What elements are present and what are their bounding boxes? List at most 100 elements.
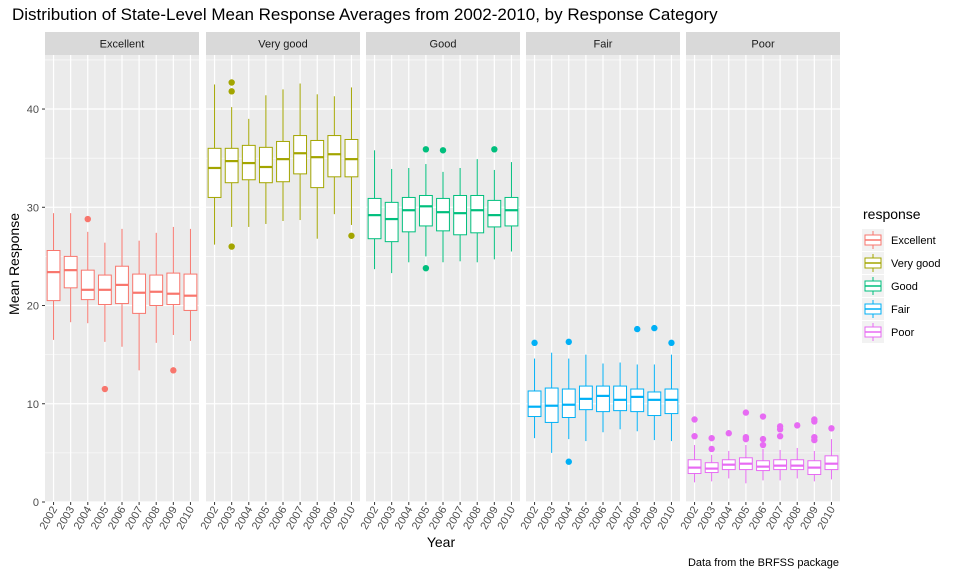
outlier-point [439, 147, 447, 154]
box-2006 [436, 147, 450, 263]
box-2004 [721, 430, 736, 479]
legend-key-excellent: Excellent [862, 229, 936, 251]
outlier-point [811, 418, 818, 425]
legend-key-fair: Fair [862, 298, 910, 320]
box-body [487, 199, 502, 228]
legend-keys: Excellent Very good Good Fair Poor [862, 229, 941, 343]
outlier-point [170, 367, 177, 374]
outlier-point [759, 413, 767, 420]
box-2002 [367, 150, 382, 270]
box-2010 [504, 162, 519, 252]
box-2007 [613, 362, 628, 430]
y-tick-label: 10 [27, 399, 39, 411]
legend-key-poor: Poor [862, 321, 915, 343]
box-2003 [704, 434, 719, 482]
outlier-point [348, 232, 355, 239]
box-body [418, 194, 433, 227]
box-2003 [384, 168, 399, 274]
box-body [613, 385, 628, 412]
outlier-point [691, 416, 698, 423]
box-body [470, 194, 485, 234]
legend: response Excellent Very good Good Fair Poor [862, 206, 941, 343]
caption: Data from the BRFSS package [688, 557, 839, 569]
box-2008 [149, 232, 164, 343]
box-2008 [470, 159, 485, 263]
box-2006 [276, 89, 290, 222]
box-body [207, 147, 222, 198]
legend-key-good: Good [862, 275, 918, 297]
box-2004 [561, 338, 576, 465]
box-2006 [115, 228, 129, 347]
box-body [504, 196, 519, 227]
outlier-point [742, 409, 750, 416]
facet-panels: Excellent2002200320042005200620072008200… [38, 32, 840, 532]
box-body [453, 194, 468, 236]
box-body [367, 197, 382, 240]
outlier-point [742, 435, 750, 443]
outlier-point [565, 458, 572, 465]
panel-excellent: Excellent2002200320042005200620072008200… [38, 32, 199, 532]
legend-label: Excellent [891, 235, 936, 247]
facet-strip-label: Good [430, 39, 457, 51]
outlier-point [725, 430, 732, 437]
facet-strip [686, 32, 840, 55]
outlier-point [491, 146, 498, 153]
box-2009 [487, 146, 502, 260]
outlier-point [691, 432, 698, 440]
facet-strip [526, 32, 680, 55]
box-2005 [578, 354, 593, 442]
panel-very-good: Very good2002200320042005200620072008200… [199, 32, 360, 532]
outlier-point [708, 445, 715, 453]
box-body [46, 250, 61, 302]
box-body [401, 196, 416, 233]
box-body [224, 147, 239, 184]
box-2005 [258, 95, 273, 224]
box-body [436, 197, 450, 232]
box-2004 [241, 118, 256, 227]
outlier-point [668, 339, 675, 347]
box-body [149, 274, 164, 307]
outlier-point [101, 385, 109, 393]
outlier-point [708, 434, 715, 442]
box-2006 [596, 363, 610, 433]
box-body [183, 273, 198, 311]
box-2007 [453, 167, 468, 262]
outlier-point [759, 441, 767, 449]
outlier-point [776, 432, 784, 440]
outlier-point [531, 339, 538, 347]
box-2010 [664, 339, 679, 442]
y-axis: 0 10 20 30 40 [27, 104, 45, 509]
facet-strip [206, 32, 360, 55]
facet-strip-label: Poor [751, 39, 775, 51]
box-body [664, 388, 679, 415]
x-tick-label: 2010 [174, 505, 197, 532]
outlier-point [759, 435, 767, 443]
outlier-point [776, 426, 784, 433]
box-2003 [544, 352, 559, 453]
outlier-point [811, 436, 818, 444]
facet-strip [45, 32, 199, 55]
x-tick-label: 2010 [335, 505, 358, 532]
box-2002 [207, 84, 222, 245]
outlier-point [422, 146, 430, 153]
box-2005 [97, 242, 112, 393]
box-2009 [327, 96, 342, 215]
box-2004 [80, 215, 95, 324]
box-2007 [293, 83, 308, 221]
legend-label: Fair [891, 304, 910, 316]
box-2003 [224, 79, 239, 250]
box-body [596, 385, 610, 413]
box-body [310, 139, 325, 189]
facet-strip [366, 32, 520, 55]
box-body [80, 269, 95, 301]
box-2010 [183, 228, 198, 341]
box-body [630, 388, 645, 413]
legend-key-very-good: Very good [862, 252, 941, 274]
x-tick-label: 2010 [815, 505, 838, 532]
outlier-point [651, 324, 658, 332]
outlier-point [228, 243, 235, 250]
box-2010 [824, 425, 839, 480]
y-tick-label: 0 [33, 497, 39, 509]
